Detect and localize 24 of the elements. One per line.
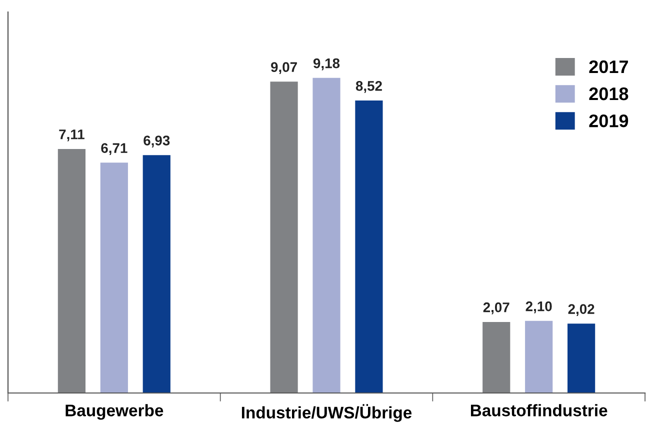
data-label: 2,07 <box>483 302 510 314</box>
x-tick-label: Baustoffindustrie <box>470 404 608 416</box>
bar <box>270 82 298 393</box>
data-label: 7,11 <box>59 130 84 142</box>
data-label: 2,02 <box>568 304 594 316</box>
bar <box>482 322 510 393</box>
x-tick-label: Industrie/UWS/Übrige <box>242 404 412 422</box>
bar <box>312 78 340 393</box>
data-label: 6,71 <box>101 143 128 156</box>
bar <box>568 324 596 393</box>
data-label: 9,18 <box>313 58 340 70</box>
data-label: 2,10 <box>526 301 552 314</box>
data-label: 6,93 <box>144 136 170 148</box>
x-tick-label: Baugewerbe <box>66 404 164 420</box>
bar <box>58 148 86 393</box>
bar <box>142 155 170 393</box>
bar <box>355 100 383 393</box>
data-label: 8,52 <box>356 81 382 93</box>
data-label: 9,07 <box>271 62 297 74</box>
legend-label: 2018 <box>589 87 628 100</box>
bar <box>100 162 128 393</box>
legend-label: 2019 <box>589 114 628 128</box>
legend-label: 2017 <box>589 60 628 74</box>
bar <box>525 320 553 393</box>
